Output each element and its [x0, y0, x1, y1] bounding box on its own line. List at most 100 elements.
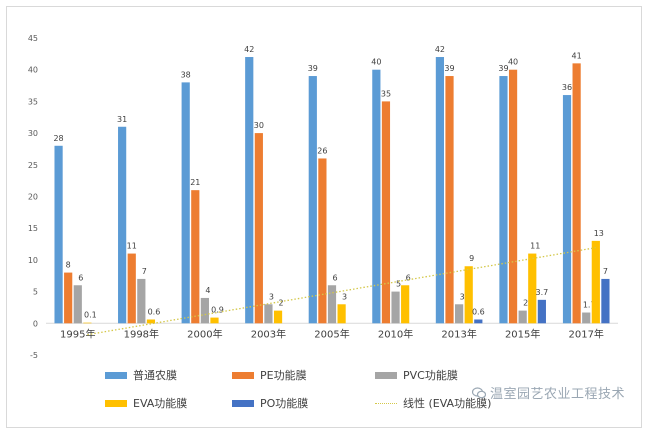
bar — [273, 310, 283, 324]
data-label: 0.9 — [211, 306, 224, 315]
bar — [435, 57, 445, 324]
data-label: 2 — [523, 299, 528, 308]
x-tick-label: 2013年 — [441, 327, 476, 340]
bar — [591, 240, 600, 324]
bar — [562, 95, 572, 324]
y-tick-label: 5 — [33, 288, 38, 297]
data-label: 39 — [498, 64, 508, 73]
bar — [54, 145, 63, 324]
data-label: 2 — [278, 299, 283, 308]
bar — [455, 304, 464, 324]
data-label: 9 — [469, 254, 474, 263]
bar — [518, 310, 527, 324]
bar — [372, 69, 381, 324]
data-label: 30 — [254, 121, 264, 130]
bar — [64, 272, 73, 324]
x-tick-label: 2015年 — [505, 327, 540, 340]
data-label: 36 — [562, 83, 572, 92]
bar — [528, 253, 537, 324]
data-label: 6 — [406, 273, 411, 282]
bar — [210, 317, 219, 324]
data-label: 11 — [530, 242, 540, 251]
x-tick-label: 1998年 — [124, 327, 159, 340]
data-label: 35 — [381, 89, 391, 98]
bar — [464, 266, 473, 324]
watermark-text: 温室园艺农业工程技术 — [489, 387, 625, 402]
bar — [337, 304, 346, 324]
data-label: 1.7 — [583, 301, 596, 310]
bar — [118, 126, 127, 324]
data-label: 21 — [190, 178, 200, 187]
bar — [508, 69, 518, 324]
y-tick-label: 45 — [28, 34, 38, 43]
y-tick-label: 40 — [28, 66, 38, 75]
bar — [391, 291, 400, 324]
data-label: 4 — [205, 286, 210, 295]
x-tick-label: 1995年 — [60, 327, 95, 340]
bar — [327, 285, 337, 324]
data-label: 3 — [269, 292, 274, 301]
data-label: 0.6 — [148, 307, 161, 316]
bar — [181, 82, 190, 324]
bar — [381, 101, 391, 324]
data-label: 13 — [594, 229, 604, 238]
bar — [537, 299, 546, 324]
data-label: 5 — [396, 280, 401, 289]
bar — [146, 319, 156, 324]
y-tick-label: 15 — [28, 224, 38, 233]
data-label: 6 — [78, 273, 83, 282]
data-label: 11 — [127, 242, 137, 251]
data-label: 8 — [66, 261, 71, 270]
data-label: 40 — [508, 58, 518, 67]
data-label: 39 — [308, 64, 318, 73]
data-label: 3 — [342, 292, 347, 301]
y-tick-label: 30 — [28, 129, 38, 138]
data-label: 0.1 — [84, 311, 97, 320]
data-label: 38 — [181, 70, 191, 79]
bar — [601, 278, 610, 324]
bar — [127, 253, 136, 324]
bar — [474, 319, 483, 324]
bar — [401, 285, 410, 324]
data-label: 7 — [603, 267, 608, 276]
x-tick-label: 2003年 — [251, 327, 286, 340]
x-tick-label: 2010年 — [378, 327, 413, 340]
bar — [264, 304, 273, 324]
data-label: 6 — [332, 273, 337, 282]
data-label: 3.7 — [535, 288, 548, 297]
bar — [200, 297, 209, 324]
x-tick-label: 2005年 — [314, 327, 349, 340]
data-label: 26 — [317, 146, 327, 155]
y-tick-label: 20 — [28, 193, 38, 202]
data-label: 41 — [572, 51, 582, 60]
data-label: 42 — [435, 45, 445, 54]
y-tick-label: -5 — [30, 351, 38, 360]
data-label: 7 — [142, 267, 147, 276]
y-tick-label: 35 — [28, 97, 38, 106]
bar — [254, 133, 263, 324]
y-tick-label: 10 — [28, 256, 38, 265]
bar — [191, 190, 200, 324]
bar — [308, 76, 317, 324]
data-label: 3 — [460, 292, 465, 301]
bar — [582, 312, 591, 324]
bar — [318, 158, 327, 324]
data-label: 31 — [117, 115, 127, 124]
y-tick-label: 25 — [28, 161, 38, 170]
x-tick-label: 2017年 — [568, 327, 603, 340]
data-label: 39 — [444, 64, 454, 73]
bar — [73, 285, 82, 324]
data-label: 28 — [53, 134, 63, 143]
data-label: 40 — [371, 58, 381, 67]
bar — [445, 76, 454, 324]
bar — [83, 322, 92, 324]
y-tick-label: 0 — [33, 319, 38, 328]
data-label: 42 — [244, 45, 254, 54]
bar — [245, 57, 254, 324]
wechat-icon — [471, 386, 486, 398]
bar — [137, 278, 146, 324]
x-tick-label: 2000年 — [187, 327, 222, 340]
data-label: 0.6 — [472, 307, 485, 316]
bar — [572, 63, 581, 324]
